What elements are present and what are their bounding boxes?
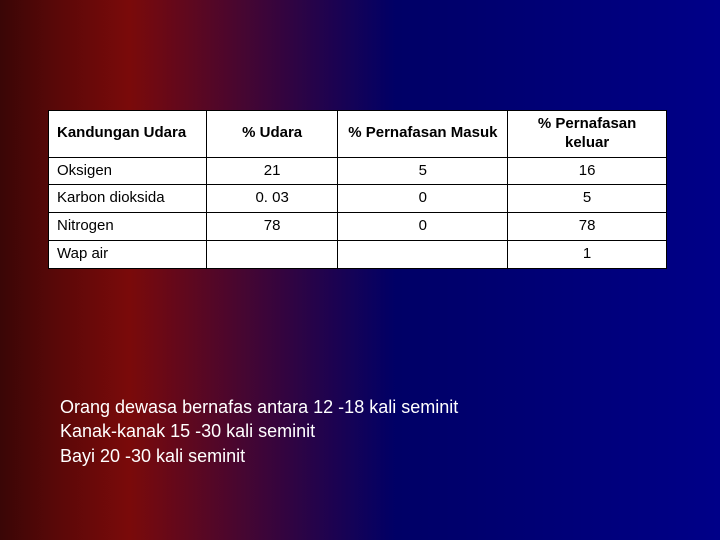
cell: 1 <box>508 240 667 268</box>
cell <box>338 240 508 268</box>
col-header-kandungan: Kandungan Udara <box>49 111 207 158</box>
cell: 21 <box>206 157 338 185</box>
slide: Kandungan Udara % Udara % Pernafasan Mas… <box>0 0 720 540</box>
row-label: Nitrogen <box>49 213 207 241</box>
caption-line: Orang dewasa bernafas antara 12 -18 kali… <box>60 395 458 419</box>
table-header: Kandungan Udara % Udara % Pernafasan Mas… <box>49 111 667 158</box>
air-composition-table: Kandungan Udara % Udara % Pernafasan Mas… <box>48 110 667 269</box>
row-label: Karbon dioksida <box>49 185 207 213</box>
caption-line: Bayi 20 -30 kali seminit <box>60 444 458 468</box>
table-row: Oksigen 21 5 16 <box>49 157 667 185</box>
cell: 0 <box>338 185 508 213</box>
slide-content: Kandungan Udara % Udara % Pernafasan Mas… <box>48 110 672 269</box>
cell: 5 <box>338 157 508 185</box>
col-header-keluar: % Pernafasan keluar <box>508 111 667 158</box>
cell: 0 <box>338 213 508 241</box>
col-header-masuk: % Pernafasan Masuk <box>338 111 508 158</box>
row-label: Oksigen <box>49 157 207 185</box>
cell: 5 <box>508 185 667 213</box>
cell <box>206 240 338 268</box>
table-row: Karbon dioksida 0. 03 0 5 <box>49 185 667 213</box>
table-row: Nitrogen 78 0 78 <box>49 213 667 241</box>
col-header-udara: % Udara <box>206 111 338 158</box>
row-label: Wap air <box>49 240 207 268</box>
caption-line: Kanak-kanak 15 -30 kali seminit <box>60 419 458 443</box>
cell: 0. 03 <box>206 185 338 213</box>
caption: Orang dewasa bernafas antara 12 -18 kali… <box>60 395 458 468</box>
table-row: Wap air 1 <box>49 240 667 268</box>
cell: 16 <box>508 157 667 185</box>
cell: 78 <box>206 213 338 241</box>
table-body: Oksigen 21 5 16 Karbon dioksida 0. 03 0 … <box>49 157 667 268</box>
cell: 78 <box>508 213 667 241</box>
